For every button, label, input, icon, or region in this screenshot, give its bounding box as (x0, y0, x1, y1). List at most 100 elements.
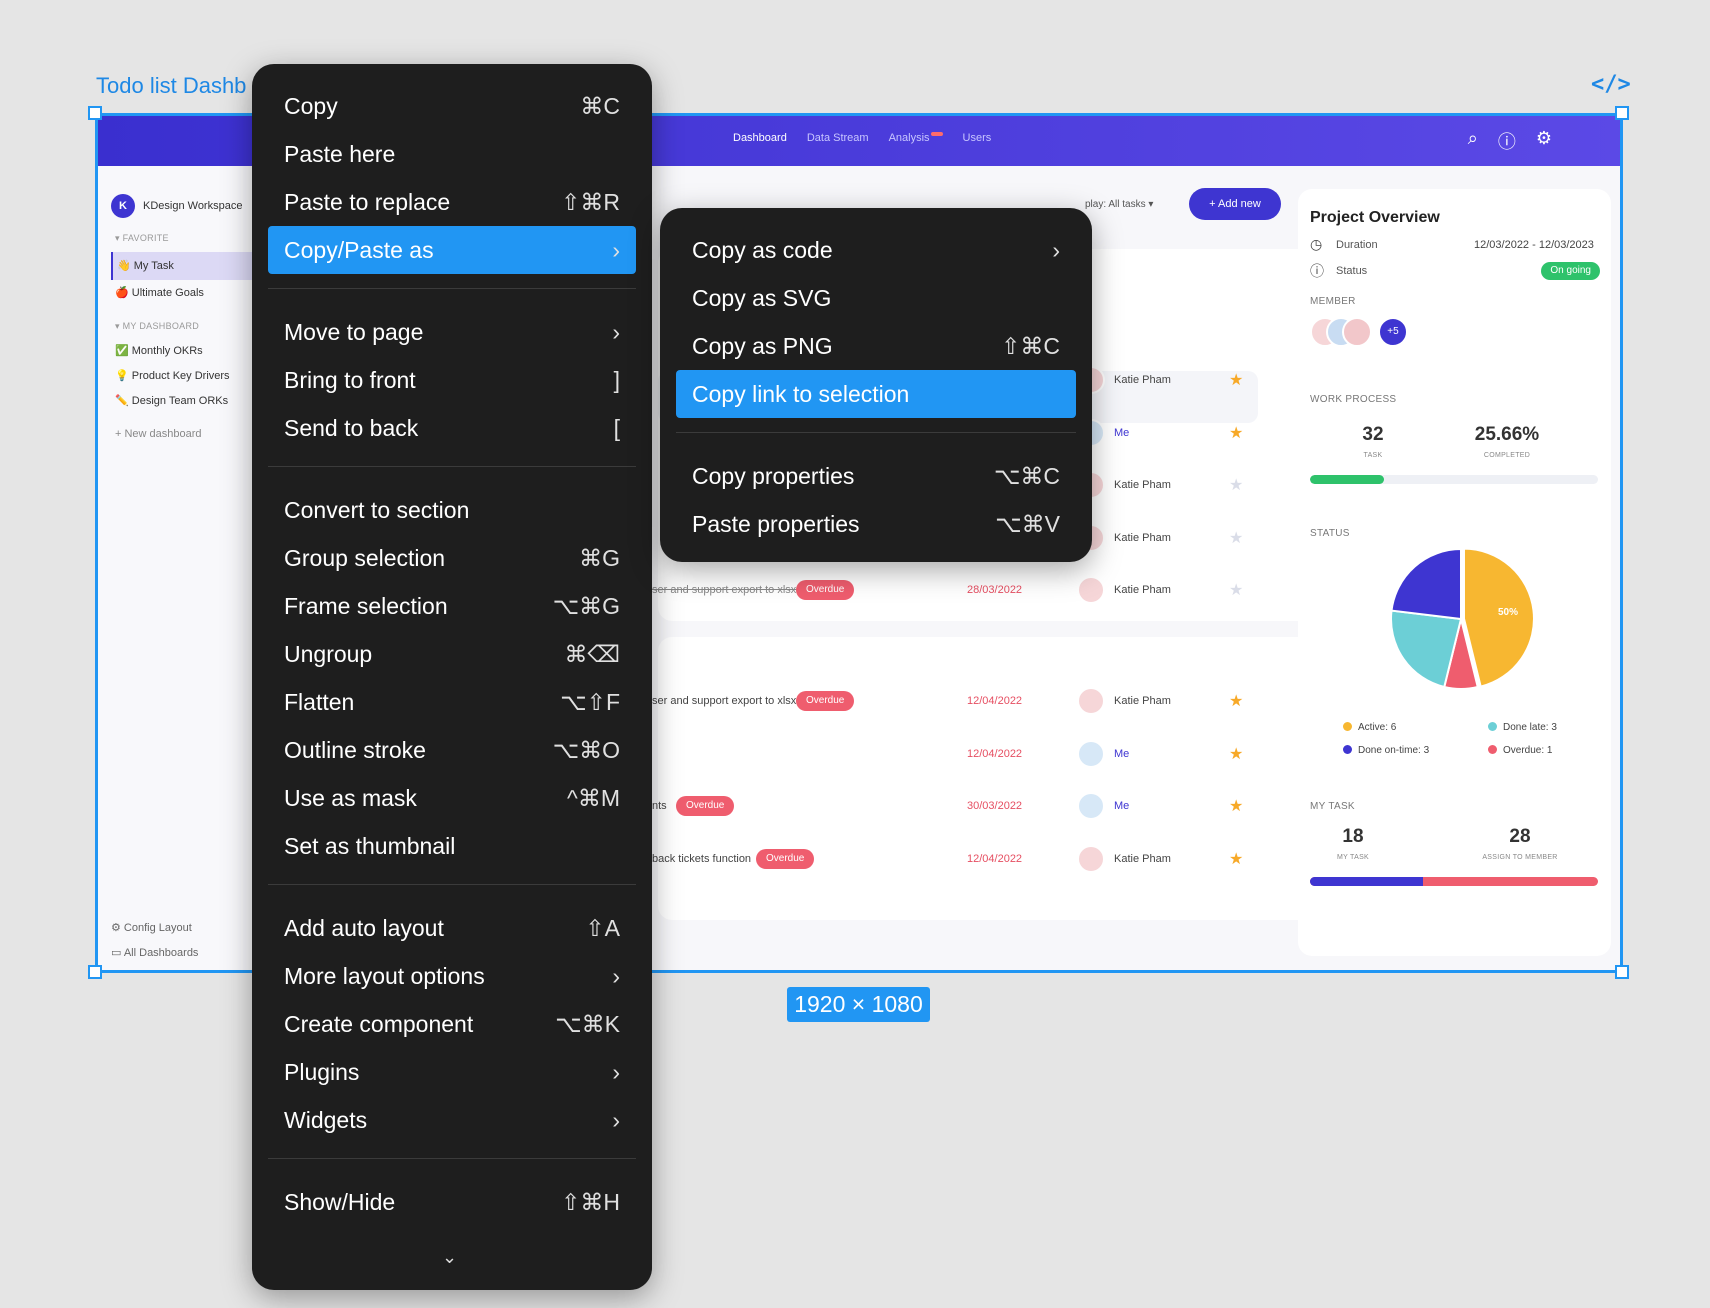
star-icon[interactable]: ★ (1229, 582, 1244, 599)
menu-item-label: Move to page (284, 319, 424, 345)
top-nav: Dashboard Data Stream Analysis Users (733, 132, 991, 144)
sidebar-item-product-key-drivers[interactable]: 💡 Product Key Drivers (115, 370, 230, 382)
menu-item-set-as-thumbnail[interactable]: Set as thumbnail (268, 822, 636, 870)
code-icon[interactable]: </> (1591, 72, 1631, 97)
avatar[interactable] (1077, 687, 1105, 715)
star-icon[interactable]: ★ (1229, 746, 1244, 763)
assignee-name: Katie Pham (1114, 532, 1171, 544)
pie-slice-done-late[interactable] (1390, 609, 1463, 689)
context-menu: Copy ⌘C Paste here Paste to replace ⇧⌘R Copy/… (252, 64, 652, 1290)
pie-slice-active[interactable] (1462, 547, 1535, 688)
menu-item-more-layout-options[interactable]: More layout options › (268, 952, 636, 1000)
menu-item-label: Paste properties (692, 511, 860, 537)
resize-handle-tl[interactable] (88, 106, 102, 120)
chevron-down-icon[interactable]: ⌄ (442, 1247, 458, 1267)
table-row[interactable]: ser and support export to xlsx Overdue 28/… (652, 570, 1252, 610)
menu-item-use-as-mask[interactable]: Use as mask ^⌘M (268, 774, 636, 822)
star-icon[interactable]: ★ (1229, 798, 1244, 815)
nav-users[interactable]: Users (962, 132, 992, 144)
my-task-caption: MY TASK (1310, 801, 1355, 812)
submenu-item-copy-properties[interactable]: Copy properties ⌥⌘C (676, 452, 1076, 500)
nav-dashboard[interactable]: Dashboard (733, 132, 787, 144)
menu-item-plugins[interactable]: Plugins › (268, 1048, 636, 1096)
submenu-item-copy-link-to-selection[interactable]: Copy link to selection (676, 370, 1076, 418)
nav-analysis[interactable]: Analysis (889, 132, 943, 144)
menu-item-label: Set as thumbnail (284, 833, 456, 859)
nav-data-stream[interactable]: Data Stream (806, 132, 869, 144)
avatar[interactable] (1077, 740, 1105, 768)
all-dashboards-link[interactable]: ▭ All Dashboards (111, 947, 199, 959)
table-row[interactable]: nts Overdue 30/03/2022 Me ★ (652, 786, 1252, 826)
assign-sub: ASSIGN TO MEMBER (1482, 854, 1558, 861)
menu-item-send-to-back[interactable]: Send to back [ (268, 404, 636, 452)
help-icon[interactable]: ⓘ (1497, 132, 1516, 152)
menu-item-label: Bring to front (284, 367, 416, 393)
menu-item-flatten[interactable]: Flatten ⌥⇧F (268, 678, 636, 726)
menu-item-outline-stroke[interactable]: Outline stroke ⌥⌘O (268, 726, 636, 774)
star-icon[interactable]: ★ (1229, 693, 1244, 710)
resize-handle-br[interactable] (1615, 965, 1629, 979)
display-filter[interactable]: play: All tasks ▾ (1085, 199, 1154, 210)
frame-size-label: 1920 × 1080 (787, 987, 930, 1022)
assignee-name: Me (1114, 427, 1130, 439)
sidebar-item-monthly-okrs[interactable]: ✅ Monthly OKRs (115, 345, 203, 357)
star-icon[interactable]: ★ (1229, 851, 1244, 868)
avatar[interactable] (1077, 792, 1105, 820)
menu-item-copy-paste-as[interactable]: Copy/Paste as › (268, 226, 636, 274)
sidebar-item-ultimate-goals[interactable]: 🍎 Ultimate Goals (115, 287, 204, 299)
star-icon[interactable]: ★ (1229, 425, 1244, 442)
menu-item-create-component[interactable]: Create component ⌥⌘K (268, 1000, 636, 1048)
overdue-badge: Overdue (756, 849, 815, 869)
avatar[interactable] (1342, 317, 1372, 347)
assignee-name: Katie Pham (1114, 695, 1171, 707)
menu-divider (676, 432, 1076, 433)
menu-item-label: Flatten (284, 689, 355, 715)
add-new-button[interactable]: + Add new (1189, 188, 1281, 220)
gear-icon[interactable]: ⚙ (1535, 128, 1552, 148)
menu-item-copy[interactable]: Copy ⌘C (268, 82, 636, 130)
resize-handle-tr[interactable] (1615, 106, 1629, 120)
sidebar-item-my-task[interactable]: 👋 My Task (111, 252, 258, 280)
menu-item-convert-to-section[interactable]: Convert to section (268, 486, 636, 534)
my-dashboard-section-title[interactable]: ▾ MY DASHBOARD (115, 321, 200, 331)
menu-item-ungroup[interactable]: Ungroup ⌘⌫ (268, 630, 636, 678)
submenu-item-copy-as-svg[interactable]: Copy as SVG (676, 274, 1076, 322)
workspace-switcher[interactable]: K KDesign Workspace (111, 194, 242, 218)
avatar[interactable] (1077, 845, 1105, 873)
legend-label: Done late: 3 (1503, 722, 1557, 733)
search-icon[interactable]: ⌕ (1467, 128, 1478, 148)
star-icon[interactable]: ★ (1229, 372, 1244, 389)
avatar[interactable] (1077, 576, 1105, 604)
legend-item: Done late: 3 (1488, 722, 1557, 733)
frame-title[interactable]: Todo list Dashb (96, 73, 247, 98)
legend-dot (1488, 745, 1497, 754)
menu-item-label: Group selection (284, 545, 446, 571)
menu-item-paste-here[interactable]: Paste here (268, 130, 636, 178)
menu-item-paste-to-replace[interactable]: Paste to replace ⇧⌘R (268, 178, 636, 226)
table-row[interactable]: 12/04/2022 Me ★ (652, 734, 1252, 774)
more-members-badge[interactable]: +5 (1378, 317, 1408, 347)
table-row[interactable]: ser and support export to xlsx Overdue 12/… (652, 681, 1252, 721)
menu-item-add-auto-layout[interactable]: Add auto layout ⇧A (268, 904, 636, 952)
submenu-item-copy-as-code[interactable]: Copy as code › (676, 226, 1076, 274)
star-icon[interactable]: ★ (1229, 530, 1244, 547)
due-date: 12/04/2022 (967, 853, 1023, 865)
menu-item-frame-selection[interactable]: Frame selection ⌥⌘G (268, 582, 636, 630)
assignee-name: Katie Pham (1114, 584, 1171, 596)
resize-handle-bl[interactable] (88, 965, 102, 979)
menu-item-widgets[interactable]: Widgets › (268, 1096, 636, 1144)
pie-slice-done-on-time[interactable] (1390, 547, 1462, 621)
new-dashboard-button[interactable]: + New dashboard (115, 428, 202, 440)
menu-item-move-to-page[interactable]: Move to page › (268, 308, 636, 356)
menu-item-group-selection[interactable]: Group selection ⌘G (268, 534, 636, 582)
table-row[interactable]: back tickets function Overdue 12/04/2022 Ka… (652, 839, 1252, 879)
submenu-item-copy-as-png[interactable]: Copy as PNG ⇧⌘C (676, 322, 1076, 370)
notification-dot (930, 132, 943, 136)
sidebar-item-design-team-orks[interactable]: ✏️ Design Team ORKs (115, 395, 229, 407)
star-icon[interactable]: ★ (1229, 477, 1244, 494)
submenu-item-paste-properties[interactable]: Paste properties ⌥⌘V (676, 500, 1076, 548)
favorite-section-title[interactable]: ▾ FAVORITE (115, 233, 169, 243)
config-layout-link[interactable]: ⚙ Config Layout (111, 922, 192, 934)
menu-item-show-hide[interactable]: Show/Hide ⇧⌘H (268, 1178, 636, 1226)
menu-item-bring-to-front[interactable]: Bring to front] (268, 356, 636, 404)
